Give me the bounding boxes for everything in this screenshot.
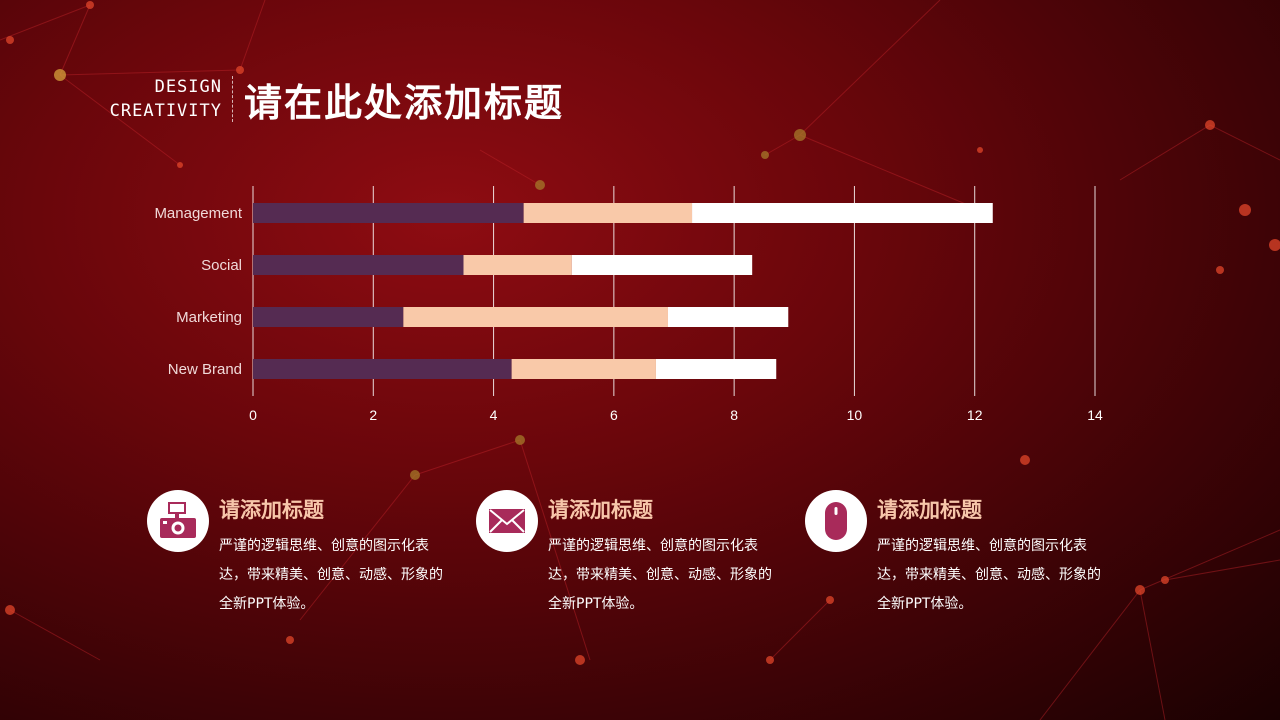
- bar-segment: [253, 203, 524, 223]
- mouse-icon: [825, 502, 847, 540]
- x-tick-label: 6: [610, 407, 618, 423]
- x-tick-label: 12: [967, 407, 983, 423]
- bar-segment: [511, 359, 656, 379]
- bar-segment: [253, 255, 464, 275]
- bar-segment: [692, 203, 993, 223]
- header-divider: [232, 76, 233, 122]
- bar-segment: [523, 203, 693, 223]
- card-description: 严谨的逻辑思维、创意的图示化表达，带来精美、创意、动感、形象的全新PPT体验。: [219, 538, 443, 612]
- card-description: 严谨的逻辑思维、创意的图示化表达，带来精美、创意、动感、形象的全新PPT体验。: [548, 538, 772, 612]
- card-icon-circle: [805, 490, 867, 552]
- bar-segment: [253, 307, 404, 327]
- bar-segment: [403, 307, 668, 327]
- brand-line-creativity: CREATIVITY: [109, 101, 222, 121]
- card-title: 请添加标题: [877, 498, 982, 522]
- card-icon-circle: [147, 490, 209, 552]
- info-card-3: 请添加标题 严谨的逻辑思维、创意的图示化表达，带来精美、创意、动感、形象的全新P…: [805, 490, 1105, 620]
- x-tick-label: 0: [249, 407, 257, 423]
- brand-line-design: DESIGN: [154, 77, 222, 97]
- camera-icon: [160, 502, 196, 538]
- info-card-1: 请添加标题 严谨的逻辑思维、创意的图示化表达，带来精美、创意、动感、形象的全新P…: [147, 490, 447, 620]
- x-tick-label: 10: [847, 407, 863, 423]
- info-card-2: 请添加标题 严谨的逻辑思维、创意的图示化表达，带来精美、创意、动感、形象的全新P…: [476, 490, 776, 620]
- bar-segment: [571, 255, 753, 275]
- x-tick-label: 2: [369, 407, 377, 423]
- x-tick-label: 8: [730, 407, 738, 423]
- envelope-icon: [489, 509, 525, 533]
- brand-tagline: DESIGN CREATIVITY: [110, 75, 222, 123]
- bar-segment: [253, 359, 512, 379]
- bar-segment: [667, 307, 789, 327]
- x-tick-label: 14: [1087, 407, 1103, 423]
- card-description: 严谨的逻辑思维、创意的图示化表达，带来精美、创意、动感、形象的全新PPT体验。: [877, 538, 1101, 612]
- y-category-label: Management: [154, 205, 242, 222]
- slide-title: 请在此处添加标题: [244, 81, 565, 125]
- bar-segment: [655, 359, 777, 379]
- x-tick-label: 4: [490, 407, 498, 423]
- bar-segment: [463, 255, 572, 275]
- card-title: 请添加标题: [219, 498, 324, 522]
- y-category-label: Marketing: [176, 309, 242, 326]
- card-title: 请添加标题: [548, 498, 653, 522]
- y-category-label: Social: [201, 257, 242, 274]
- slide-header: DESIGN CREATIVITY 请在此处添加标题: [0, 70, 1280, 130]
- y-category-label: New Brand: [168, 361, 242, 378]
- card-icon-circle: [476, 490, 538, 552]
